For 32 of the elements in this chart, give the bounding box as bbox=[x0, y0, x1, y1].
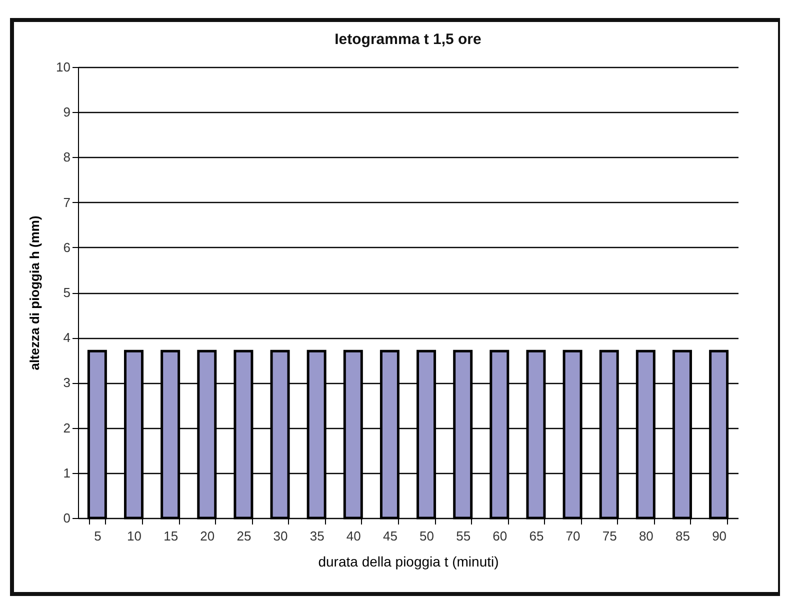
x-tick-label: 80 bbox=[638, 528, 654, 544]
x-tick-label: 45 bbox=[382, 528, 398, 544]
y-tick-label: 2 bbox=[63, 420, 70, 436]
x-tick-label: 25 bbox=[236, 528, 252, 544]
x-tick-label: 55 bbox=[456, 528, 471, 544]
x-tick-label: 60 bbox=[492, 528, 508, 544]
x-tick-label: 30 bbox=[273, 528, 288, 544]
y-tick-label: 10 bbox=[56, 60, 70, 74]
x-tick-label: 85 bbox=[676, 528, 690, 544]
y-tick-label: 0 bbox=[63, 510, 70, 526]
x-tick-label: 35 bbox=[310, 528, 324, 544]
y-tick-label: 6 bbox=[63, 240, 70, 255]
x-tick-label: 50 bbox=[420, 528, 434, 544]
x-tick-label: 40 bbox=[346, 528, 361, 544]
x-axis-title: durata della pioggia t (minuti) bbox=[318, 554, 499, 570]
x-tick-label: 20 bbox=[200, 528, 215, 544]
x-tick-label: 5 bbox=[94, 528, 102, 544]
x-tick-label: 10 bbox=[127, 528, 142, 544]
x-tick-label: 15 bbox=[164, 528, 178, 544]
chart-title: Ietogramma t 1,5 ore bbox=[334, 31, 482, 48]
y-tick-label: 8 bbox=[63, 150, 70, 165]
x-tick-label: 70 bbox=[566, 528, 580, 544]
x-tick-label: 65 bbox=[529, 528, 544, 544]
y-tick-label: 1 bbox=[63, 465, 70, 480]
x-tick-label: 75 bbox=[602, 528, 617, 544]
y-tick-label: 9 bbox=[63, 104, 70, 120]
y-axis-title: altezza di pioggia h (mm) bbox=[27, 216, 42, 370]
y-tick-label: 5 bbox=[63, 285, 70, 300]
y-tick-label: 4 bbox=[63, 330, 70, 346]
y-tick-label: 7 bbox=[63, 194, 70, 210]
x-tick-label: 90 bbox=[712, 528, 727, 544]
y-tick-label: 3 bbox=[63, 375, 70, 390]
